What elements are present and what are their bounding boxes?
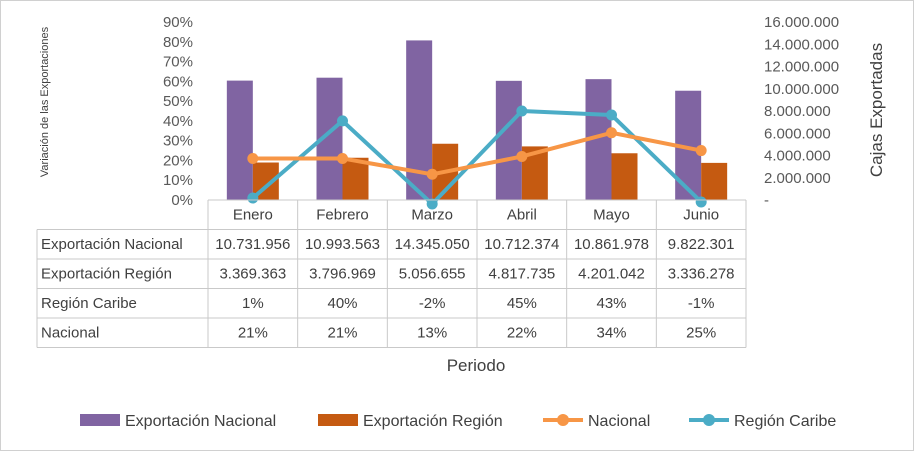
data-label: 10.731.956 bbox=[215, 236, 290, 253]
legend-label: Región Caribe bbox=[734, 413, 836, 430]
data-label: 10.861.978 bbox=[574, 236, 649, 253]
y-tick-left: 70% bbox=[163, 54, 193, 71]
data-label: 34% bbox=[596, 325, 626, 342]
data-label: 10.712.374 bbox=[484, 236, 559, 253]
row-header: Exportación Región bbox=[41, 266, 172, 283]
y-tick-right: 12.000.000 bbox=[764, 59, 839, 76]
series-line bbox=[251, 109, 703, 206]
y-tick-right: 10.000.000 bbox=[764, 81, 839, 98]
y-tick-right: 8.000.000 bbox=[764, 103, 831, 120]
legend-marker bbox=[703, 414, 715, 426]
line-point bbox=[337, 152, 348, 164]
x-axis-title: Periodo bbox=[447, 356, 506, 375]
line-point bbox=[695, 145, 707, 157]
data-label: 22% bbox=[507, 325, 537, 342]
line-point bbox=[426, 168, 438, 180]
data-label: 9.822.301 bbox=[668, 236, 735, 253]
line-point bbox=[695, 196, 707, 208]
axis-ticks: 0% 10% 20% 30% 40% 50% 60% 70% 80% 90% - 2.000.000 4… bbox=[163, 14, 839, 209]
data-label: 13% bbox=[417, 325, 447, 342]
data-label: 4.201.042 bbox=[578, 266, 645, 283]
line-point bbox=[516, 150, 528, 162]
data-label: 25% bbox=[686, 325, 716, 342]
y-tick-left: 30% bbox=[163, 133, 193, 150]
data-label: 21% bbox=[327, 325, 357, 342]
data-label: 45% bbox=[507, 295, 537, 312]
data-label: 21% bbox=[238, 325, 268, 342]
bar bbox=[226, 80, 253, 200]
y-axis-title-left: Variación de las Exportaciones bbox=[39, 26, 51, 177]
line-point bbox=[247, 152, 259, 164]
data-label: 1% bbox=[242, 295, 264, 312]
y-tick-right: - bbox=[764, 192, 769, 209]
line-point bbox=[606, 109, 617, 121]
data-label: 3.336.278 bbox=[668, 266, 735, 283]
row-header: Exportación Nacional bbox=[41, 236, 183, 253]
y-tick-right: 4.000.000 bbox=[764, 148, 831, 165]
y-tick-left: 40% bbox=[163, 113, 193, 130]
category-label: Enero bbox=[233, 207, 273, 224]
data-label: 4.817.735 bbox=[488, 266, 555, 283]
line-point bbox=[426, 198, 438, 210]
legend-label: Exportación Nacional bbox=[125, 413, 276, 430]
line-point bbox=[516, 105, 528, 117]
data-label: 10.993.563 bbox=[305, 236, 380, 253]
legend: Exportación Nacional Exportación Región Na… bbox=[80, 413, 836, 430]
bars-layer bbox=[226, 40, 728, 201]
legend-label: Nacional bbox=[588, 413, 650, 430]
category-label: Marzo bbox=[411, 207, 453, 224]
y-axis-title-right: Cajas Exportadas bbox=[867, 43, 886, 177]
data-label: 14.345.050 bbox=[395, 236, 470, 253]
category-label: Junio bbox=[683, 207, 719, 224]
line-point bbox=[337, 115, 348, 127]
series-line bbox=[252, 130, 702, 177]
bar bbox=[701, 162, 728, 200]
y-tick-right: 14.000.000 bbox=[764, 36, 839, 53]
legend-swatch bbox=[80, 414, 120, 426]
category-label: Mayo bbox=[593, 207, 630, 224]
data-label: 5.056.655 bbox=[399, 266, 466, 283]
line-point bbox=[247, 192, 259, 204]
legend-label: Exportación Región bbox=[363, 413, 503, 430]
bar bbox=[611, 153, 638, 200]
line-point bbox=[606, 127, 617, 139]
data-label: -2% bbox=[419, 295, 446, 312]
category-label: Abril bbox=[507, 207, 537, 224]
y-tick-right: 6.000.000 bbox=[764, 125, 831, 142]
data-label: -1% bbox=[688, 295, 715, 312]
y-tick-left: 20% bbox=[163, 152, 193, 169]
row-header: Nacional bbox=[41, 325, 99, 342]
data-label: 43% bbox=[596, 295, 626, 312]
y-tick-left: 0% bbox=[171, 192, 193, 209]
y-tick-left: 10% bbox=[163, 172, 193, 189]
lines-layer bbox=[247, 105, 707, 210]
y-tick-left: 50% bbox=[163, 93, 193, 110]
data-label: 3.796.969 bbox=[309, 266, 376, 283]
data-label: 40% bbox=[327, 295, 357, 312]
bar bbox=[495, 80, 522, 200]
y-tick-left: 90% bbox=[163, 14, 193, 31]
y-tick-left: 80% bbox=[163, 34, 193, 51]
bar bbox=[342, 157, 369, 200]
legend-marker bbox=[557, 414, 569, 426]
y-tick-right: 16.000.000 bbox=[764, 14, 839, 31]
data-table: Enero Febrero Marzo Abril Mayo Junio Exportaci… bbox=[36, 199, 747, 348]
y-tick-right: 2.000.000 bbox=[764, 170, 831, 187]
y-tick-left: 60% bbox=[163, 73, 193, 90]
row-header: Región Caribe bbox=[41, 295, 137, 312]
category-label: Febrero bbox=[316, 207, 369, 224]
data-label: 3.369.363 bbox=[219, 266, 286, 283]
legend-swatch bbox=[318, 414, 358, 426]
